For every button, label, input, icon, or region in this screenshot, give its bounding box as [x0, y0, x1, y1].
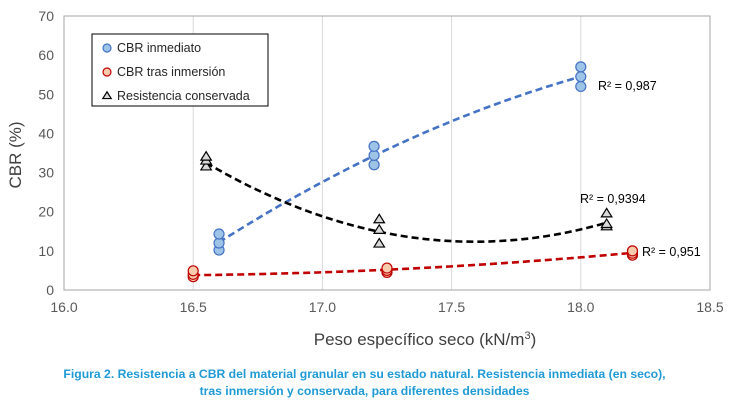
point-resistencia-conservada [372, 223, 386, 234]
point-cbr-tras-inmersi-n [381, 262, 393, 274]
x-axis-ticks: 16.0 16.5 17.0 17.5 18.0 18.5 [50, 299, 723, 315]
y-tick-label: 10 [38, 243, 54, 259]
point-cbr-inmediato [368, 159, 380, 171]
r2-labels: R² = 0,987 R² = 0,951 R² = 0,9394 [580, 79, 701, 259]
y-tick-label: 20 [38, 204, 54, 220]
point-resistencia-conservada [199, 150, 213, 161]
figure-caption: Figura 2. Resistencia a CBR del material… [0, 366, 729, 400]
point-cbr-tras-inmersi-n [187, 265, 199, 277]
data-markers [187, 61, 639, 283]
r2-label: R² = 0,9394 [580, 192, 646, 206]
cbr-chart: 16.0 16.5 17.0 17.5 18.0 18.5 0 10 20 30 40 50 60 70… [6, 8, 724, 349]
y-tick-label: 50 [38, 86, 54, 102]
legend-label-resistencia-conservada: Resistencia conservada [117, 89, 250, 103]
y-axis-ticks: 0 10 20 30 40 50 60 70 [38, 8, 54, 298]
point-resistencia-conservada [372, 237, 386, 248]
trendline-resistencia-conservada [205, 161, 607, 243]
legend-marker-cbr-inmediato [102, 43, 112, 53]
point-cbr-inmediato [575, 61, 587, 73]
legend-label-cbr-inmediato: CBR inmediato [117, 41, 201, 55]
y-axis-title: CBR (%) [6, 121, 25, 188]
x-tick-label: 16.0 [50, 299, 77, 315]
legend-marker-cbr-tras-inmersi-n [102, 67, 112, 77]
y-tick-label: 60 [38, 47, 54, 63]
r2-label: R² = 0,987 [598, 79, 657, 93]
x-axis-title: Peso específico seco (kN/m3) [314, 330, 537, 349]
trendlines [193, 75, 633, 277]
y-tick-label: 0 [46, 282, 54, 298]
trendline-cbr-tras-inmersi-n [193, 251, 633, 277]
caption-line-2: tras inmersión y conservada, para difere… [199, 384, 530, 398]
x-tick-label: 17.0 [309, 299, 336, 315]
x-axis-title-superscript: 3 [524, 330, 530, 342]
x-tick-label: 17.5 [438, 299, 465, 315]
x-tick-label: 18.5 [696, 299, 723, 315]
trendline-cbr-inmediato [218, 75, 582, 244]
point-cbr-inmediato [575, 71, 587, 83]
legend-marker-resistencia-conservada [101, 90, 113, 100]
point-cbr-inmediato [213, 228, 225, 240]
y-tick-label: 70 [38, 8, 54, 24]
point-cbr-tras-inmersi-n [626, 245, 639, 257]
r2-label: R² = 0,951 [642, 245, 701, 259]
plot-frame [63, 15, 711, 291]
x-tick-label: 16.5 [180, 299, 207, 315]
point-resistencia-conservada [372, 213, 386, 224]
legend: CBR inmediato CBR tras inmersión Resistenc… [91, 33, 269, 107]
plot-area [63, 15, 711, 291]
x-tick-label: 18.0 [567, 299, 594, 315]
legend-box [91, 33, 269, 107]
point-cbr-inmediato [575, 80, 587, 93]
point-cbr-inmediato [368, 140, 380, 152]
point-resistencia-conservada [600, 207, 613, 218]
y-tick-label: 30 [38, 165, 54, 181]
caption-line-1: Figura 2. Resistencia a CBR del material… [63, 367, 666, 381]
y-tick-label: 40 [38, 125, 54, 141]
point-resistencia-conservada [199, 160, 213, 171]
point-resistencia-conservada [600, 217, 613, 229]
legend-label-cbr-tras-inmersi-n: CBR tras inmersión [117, 65, 225, 79]
